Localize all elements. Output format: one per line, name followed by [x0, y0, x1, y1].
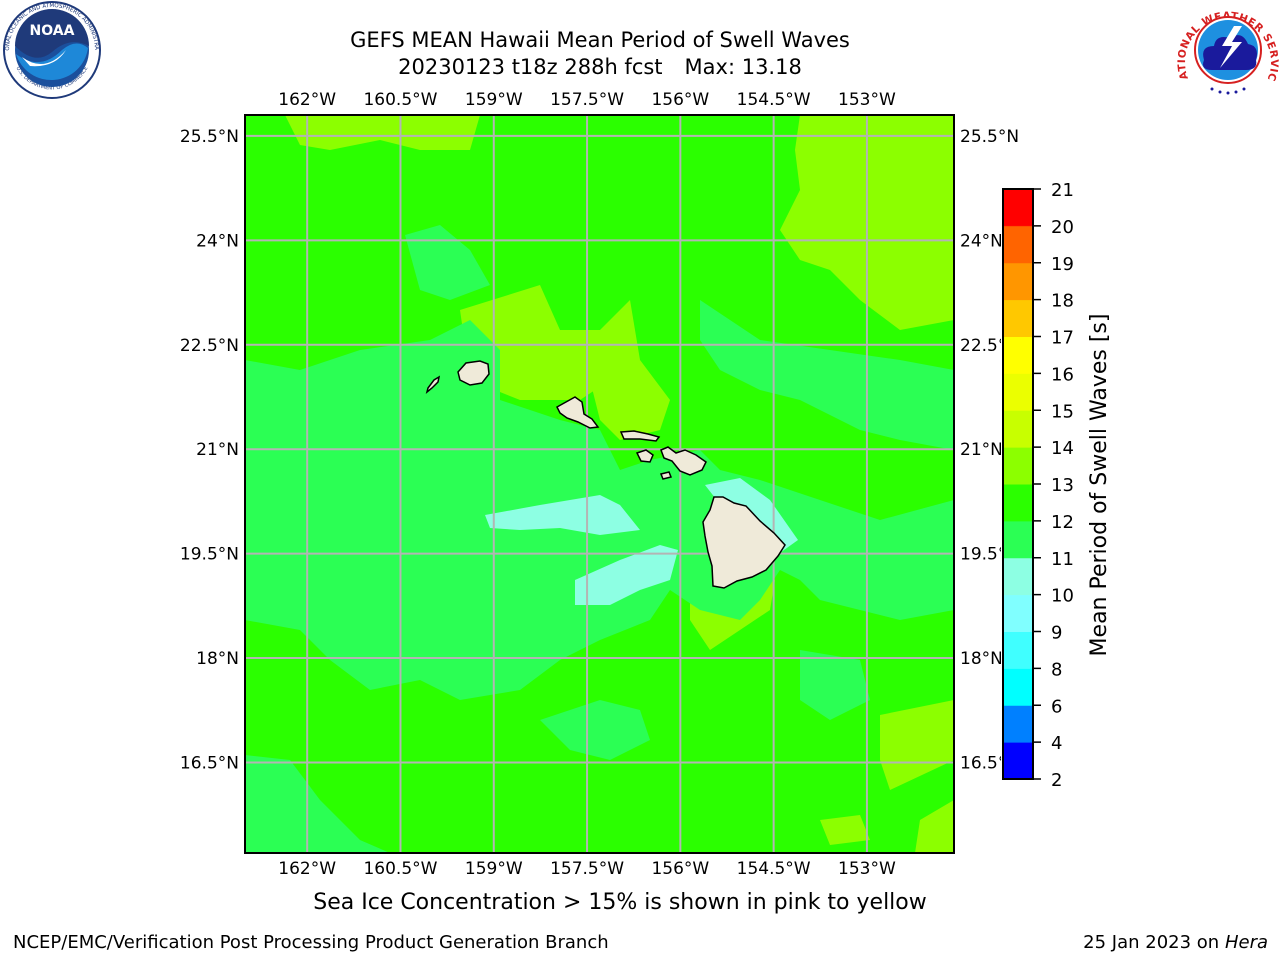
colorbar-tick-label: 4: [1051, 733, 1062, 754]
field-10-11-region: [540, 700, 650, 760]
colorbar-segment: [1003, 299, 1033, 337]
field-below-10-region: [485, 495, 640, 535]
colorbar-segment: [1003, 189, 1033, 226]
max-value: Max: 13.18: [684, 55, 802, 79]
map-title: GEFS MEAN Hawaii Mean Period of Swell Wa…: [350, 28, 850, 52]
swell-period-field: [245, 115, 954, 853]
hawaiian-islands: [425, 360, 786, 589]
lon-tick-label: 153°W: [838, 90, 896, 110]
field-12-13-region: [820, 815, 870, 845]
field-10-11-region: [245, 755, 390, 853]
colorbar-segment: [1003, 410, 1033, 448]
colorbar-segment: [1003, 447, 1033, 485]
colorbar-tick-label: 19: [1051, 254, 1074, 275]
colorbar-tick-label: 13: [1051, 475, 1074, 496]
map-frame: [244, 114, 955, 854]
lon-tick-label: 159°W: [465, 859, 523, 879]
sea-ice-note: Sea Ice Concentration > 15% is shown in …: [313, 890, 927, 915]
island-niihau: [425, 375, 441, 394]
lon-tick-label: 159°W: [465, 90, 523, 110]
colorbar-segment: [1003, 484, 1033, 522]
colorbar-tick-label: 20: [1051, 217, 1074, 238]
colorbar-segment: [1003, 668, 1033, 706]
lat-tick-label-left: 19.5°N: [180, 545, 239, 565]
colorbar-tick-label: 6: [1051, 696, 1062, 717]
colorbar-tick-label: 10: [1051, 586, 1074, 607]
lat-tick-label-left: 18°N: [196, 649, 239, 669]
lat-tick-label-right: 24°N: [960, 231, 1003, 251]
lon-tick-label: 162°W: [278, 859, 336, 879]
lon-tick-label: 157.5°W: [550, 859, 624, 879]
colorbar-tick-label: 18: [1051, 291, 1074, 312]
lat-tick-label-left: 24°N: [196, 231, 239, 251]
lat-tick-label-left: 22.5°N: [180, 336, 239, 356]
colorbar-tick-label: 9: [1051, 623, 1062, 644]
colorbar-tick-label: 21: [1051, 180, 1074, 201]
forecast-date: 20230123 t18z 288h fcst: [398, 55, 663, 79]
field-below-10-region: [575, 545, 678, 605]
colorbar-tick-label: 16: [1051, 364, 1074, 385]
lat-tick-label-right: 21°N: [960, 440, 1003, 460]
island-kahoolawe: [659, 471, 673, 480]
colorbar-tick-label: 14: [1051, 438, 1074, 459]
colorbar-segment: [1003, 594, 1033, 632]
lon-tick-label: 153°W: [838, 859, 896, 879]
colorbar-tick-label: 12: [1051, 512, 1074, 533]
colorbar-tick-label: 17: [1051, 328, 1074, 349]
colorbar-label: Mean Period of Swell Waves [s]: [1087, 314, 1112, 657]
lon-tick-label: 160.5°W: [363, 859, 437, 879]
island-molokai: [619, 430, 661, 442]
colorbar-segment: [1003, 336, 1033, 374]
lon-tick-label: 154.5°W: [737, 859, 811, 879]
footer-date-text: 25 Jan 2023 on: [1083, 932, 1220, 953]
lon-tick-label: 160.5°W: [363, 90, 437, 110]
lon-tick-label: 154.5°W: [737, 90, 811, 110]
colorbar-segment: [1003, 373, 1033, 411]
field-10-11-region: [700, 300, 954, 450]
noaa-text: NOAA: [30, 23, 75, 39]
island-oahu: [556, 396, 600, 429]
colorbar-segment: [1003, 262, 1033, 301]
field-12-13-region: [880, 700, 954, 790]
colorbar-tick-label: 8: [1051, 659, 1062, 680]
colorbar-tick-label: 11: [1051, 549, 1074, 570]
lon-tick-label: 156°W: [651, 859, 709, 879]
lon-tick-label: 157.5°W: [550, 90, 624, 110]
field-12-13-region: [460, 285, 640, 400]
colorbar: 2 4 6 8 9 10 11 12 13 14 15 16 17 18 19 20 21: [1002, 180, 1074, 791]
map-subtitle: 20230123 t18z 288h fcst Max: 13.18: [200, 55, 1000, 79]
footer-date: 25 Jan 2023 on Hera: [1083, 932, 1268, 953]
field-12-13-region: [285, 115, 480, 150]
lat-tick-label-right: 25.5°N: [960, 127, 1019, 147]
lon-tick-label: 162°W: [278, 90, 336, 110]
colorbar-segment: [1003, 520, 1033, 559]
lat-tick-label-left: 21°N: [196, 440, 239, 460]
colorbar-segment: [1003, 742, 1033, 780]
field-12-13-region: [590, 360, 670, 440]
colorbar-segment: [1003, 705, 1033, 743]
island-maui: [660, 446, 707, 476]
colorbar-tick-label: 2: [1051, 770, 1062, 791]
noaa-logo: NATIONAL OCEANIC AND ATMOSPHERIC ADMINIS…: [0, 0, 101, 99]
lat-tick-label-left: 16.5°N: [180, 753, 239, 773]
nws-logo: NATIONAL WEATHER SERVICE: [1176, 0, 1280, 98]
colorbar-tick-label: 15: [1051, 401, 1074, 422]
colorbar-segment: [1003, 225, 1033, 264]
field-10-11-region: [405, 225, 490, 300]
field-10-11-region: [800, 650, 870, 720]
island-hawaii: [702, 496, 786, 589]
island-lanai: [635, 449, 654, 463]
lat-tick-label-right: 18°N: [960, 649, 1003, 669]
footer-host: Hera: [1224, 932, 1268, 953]
island-kauai: [457, 360, 490, 386]
colorbar-segment: [1003, 631, 1033, 669]
footer-credit: NCEP/EMC/Verification Post Processing Pr…: [13, 932, 609, 953]
colorbar-segment: [1003, 557, 1033, 596]
field-12-13-region: [915, 800, 954, 853]
graticule: [245, 115, 954, 853]
lon-tick-label: 156°W: [651, 90, 709, 110]
lat-tick-label-left: 25.5°N: [180, 127, 239, 147]
